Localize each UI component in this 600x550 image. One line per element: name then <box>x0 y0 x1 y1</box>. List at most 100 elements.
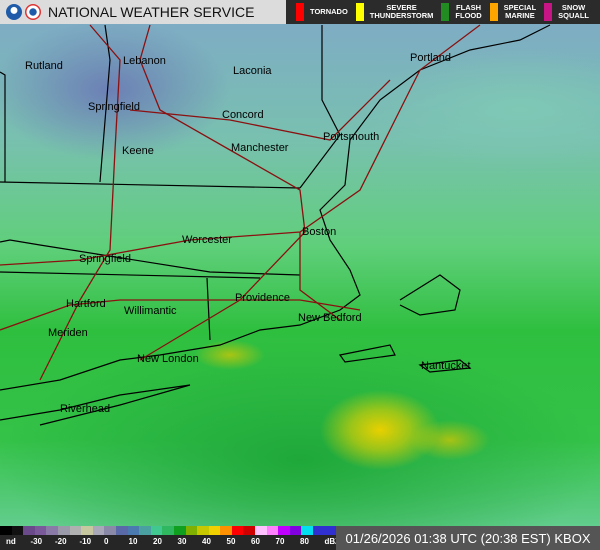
nantucket <box>418 359 472 373</box>
city-label: Keene <box>122 145 154 157</box>
warning-item: FLASH FLOOD <box>441 3 482 21</box>
city-label: Nantucket <box>421 360 471 372</box>
state-border <box>99 24 111 183</box>
warning-label: FLASH FLOOD <box>455 4 481 20</box>
marthas-vineyard <box>338 344 396 363</box>
scale-swatch <box>92 526 105 535</box>
city-label: Portsmouth <box>323 131 380 143</box>
scale-swatch <box>289 526 302 535</box>
warning-label-line: SQUALL <box>558 11 590 20</box>
state-border <box>206 277 211 341</box>
state-border <box>299 25 341 189</box>
scale-tick: 60 <box>251 537 260 546</box>
header-bar: NATIONAL WEATHER SERVICE <box>0 0 286 24</box>
color-scale-bar <box>0 526 337 535</box>
scale-swatch <box>23 526 35 535</box>
highway <box>129 79 391 141</box>
warning-item: SNOW SQUALL <box>544 3 589 21</box>
warning-label: TORNADO <box>310 8 348 16</box>
warning-label-line: SNOW <box>561 3 586 12</box>
city-label: Rutland <box>25 60 63 72</box>
scale-swatch <box>301 526 314 535</box>
scale-swatch <box>11 526 24 535</box>
scale-swatch <box>243 526 256 535</box>
warning-legend: TORNADO SEVERE THUNDERSTORM FLASH FLOOD SPECI… <box>286 0 600 24</box>
warning-label: SEVERE THUNDERSTORM <box>370 4 434 20</box>
city-label: Portland <box>410 52 451 64</box>
scale-swatch <box>139 526 151 535</box>
scale-swatch <box>324 526 337 535</box>
scale-swatch <box>57 526 70 535</box>
city-label: New Bedford <box>298 312 362 324</box>
scale-swatch <box>81 526 93 535</box>
header-title: NATIONAL WEATHER SERVICE <box>48 4 255 20</box>
city-label: Riverhead <box>60 403 111 415</box>
scale-tick: -10 <box>79 537 92 546</box>
scale-tick: 40 <box>202 537 211 546</box>
warning-label: SNOW SQUALL <box>558 4 589 20</box>
noaa-logo <box>6 4 22 20</box>
scale-tick: 0 <box>104 537 109 546</box>
scale-swatch <box>197 526 209 535</box>
scale-tick: 10 <box>128 537 138 546</box>
scale-swatch <box>34 526 47 535</box>
scale-swatch <box>46 526 58 535</box>
scale-swatch <box>162 526 174 535</box>
state-border <box>0 71 6 182</box>
warning-item: SPECIAL MARINE <box>489 3 537 21</box>
scale-tick: 80 <box>300 537 309 546</box>
city-label: New London <box>137 353 199 365</box>
warning-label-line: SPECIAL <box>503 3 537 12</box>
warning-label-line: MARINE <box>505 11 535 20</box>
scale-tick: -30 <box>30 537 43 546</box>
warning-label-line: SEVERE <box>386 3 417 12</box>
warning-label-line: TORNADO <box>310 7 348 16</box>
scale-swatch <box>255 526 267 535</box>
scale-tick: -20 <box>55 537 67 546</box>
scale-swatch <box>150 526 163 535</box>
timestamp: 01/26/2026 01:38 UTC (20:38 EST) KBOX <box>336 526 600 550</box>
warning-swatch <box>489 3 498 21</box>
warning-swatch <box>296 3 304 21</box>
cape-cod <box>399 274 461 316</box>
scale-swatch <box>266 526 279 535</box>
city-label: Boston <box>302 226 337 238</box>
scale-swatch <box>69 526 82 535</box>
state-border <box>0 181 301 189</box>
city-label: Manchester <box>231 142 289 154</box>
scale-swatch <box>220 526 232 535</box>
nws-logo <box>25 4 41 20</box>
warning-label-line: FLASH <box>456 3 482 12</box>
scale-swatch <box>313 526 325 535</box>
scale-swatch <box>208 526 221 535</box>
warning-item: TORNADO <box>296 3 348 21</box>
city-label: Springfield <box>79 253 131 265</box>
warning-label: SPECIAL MARINE <box>504 4 537 20</box>
reflectivity-scale: nd -30 -20 -10 0 10 20 30 40 50 60 70 80 dBZ <box>0 526 340 550</box>
scale-swatch <box>173 526 186 535</box>
long-island <box>0 384 191 426</box>
scale-tick: 70 <box>275 537 285 546</box>
scale-swatch <box>127 526 140 535</box>
city-label: Laconia <box>233 65 272 77</box>
state-border <box>0 239 301 276</box>
warning-swatch <box>544 3 553 21</box>
city-label: Springfield <box>88 101 140 113</box>
city-label: Meriden <box>48 327 88 339</box>
warning-swatch <box>441 3 450 21</box>
warning-swatch <box>355 3 364 21</box>
city-label: Providence <box>235 292 291 304</box>
warning-item: SEVERE THUNDERSTORM <box>355 3 434 21</box>
state-border <box>0 271 261 279</box>
scale-swatch <box>185 526 198 535</box>
city-label: Willimantic <box>124 305 177 317</box>
scale-tick: nd <box>6 537 16 546</box>
city-label: Worcester <box>182 234 232 246</box>
scale-tick: 20 <box>153 537 162 546</box>
city-label: Concord <box>222 109 264 121</box>
warning-label-line: FLOOD <box>455 11 482 20</box>
warning-label-line: THUNDERSTORM <box>369 11 434 20</box>
scale-swatch <box>104 526 116 535</box>
scale-tick: 50 <box>226 537 236 546</box>
